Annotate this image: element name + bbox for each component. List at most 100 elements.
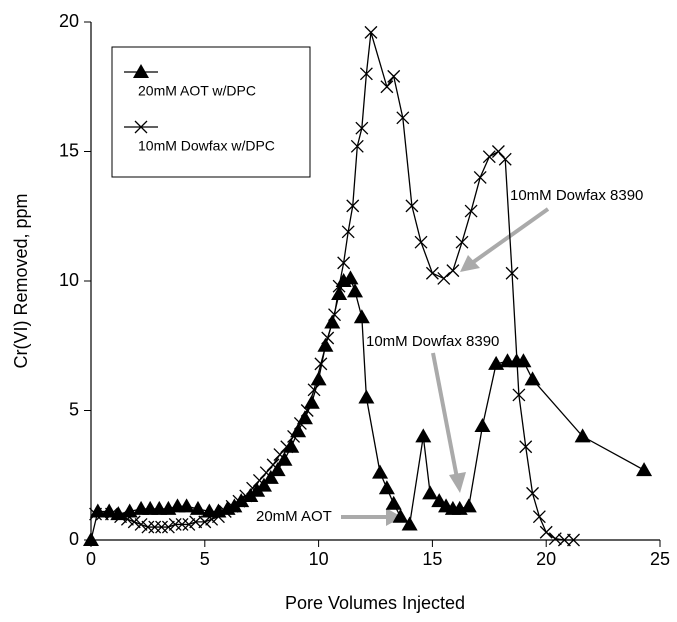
marker bbox=[218, 505, 232, 518]
x-tick-label: 10 bbox=[309, 549, 329, 569]
marker bbox=[464, 204, 478, 218]
marker bbox=[425, 266, 439, 280]
marker bbox=[341, 225, 355, 239]
marker bbox=[532, 510, 546, 524]
marker bbox=[293, 416, 307, 430]
marker bbox=[557, 533, 571, 547]
marker bbox=[83, 532, 99, 546]
x-tick-label: 20 bbox=[536, 549, 556, 569]
marker bbox=[321, 331, 335, 345]
marker bbox=[300, 404, 314, 417]
marker bbox=[636, 462, 653, 477]
marker bbox=[252, 473, 266, 487]
marker bbox=[328, 308, 341, 322]
marker bbox=[526, 486, 540, 500]
arrowhead bbox=[449, 472, 466, 493]
marker bbox=[342, 270, 359, 285]
marker bbox=[372, 464, 389, 479]
annotation: 10mM Dowfax 8390 bbox=[366, 333, 499, 350]
marker bbox=[455, 235, 469, 249]
marker bbox=[287, 429, 301, 443]
marker bbox=[232, 494, 246, 508]
annotation: 10mM Dowfax 8390 bbox=[510, 187, 643, 204]
marker bbox=[303, 394, 320, 409]
marker bbox=[280, 440, 294, 454]
marker bbox=[567, 533, 580, 547]
arrowhead bbox=[386, 508, 402, 526]
arrowhead bbox=[460, 255, 480, 272]
marker bbox=[378, 480, 395, 495]
marker bbox=[414, 235, 428, 249]
marker bbox=[474, 418, 491, 433]
legend-box bbox=[111, 46, 311, 178]
marker bbox=[346, 199, 360, 213]
marker bbox=[189, 500, 206, 515]
marker bbox=[415, 428, 432, 443]
marker bbox=[524, 371, 541, 386]
marker bbox=[574, 428, 591, 443]
marker bbox=[259, 466, 273, 480]
marker bbox=[491, 145, 505, 158]
marker bbox=[355, 121, 369, 135]
marker bbox=[401, 516, 418, 531]
marker bbox=[359, 67, 373, 81]
y-tick-label: 15 bbox=[59, 140, 79, 160]
marker bbox=[89, 507, 103, 521]
marker bbox=[539, 525, 553, 539]
marker bbox=[105, 507, 118, 521]
marker bbox=[396, 111, 410, 125]
marker bbox=[141, 520, 155, 534]
marker bbox=[198, 515, 212, 529]
marker bbox=[505, 266, 519, 280]
marker bbox=[331, 285, 348, 300]
marker bbox=[134, 518, 148, 531]
marker bbox=[353, 309, 370, 324]
marker bbox=[380, 80, 394, 94]
x-axis-label: Pore Volumes Injected bbox=[285, 593, 465, 613]
marker bbox=[155, 520, 169, 534]
marker bbox=[266, 458, 280, 472]
marker bbox=[310, 371, 327, 386]
legend-marker bbox=[134, 120, 148, 134]
marker bbox=[314, 357, 328, 371]
marker bbox=[332, 279, 346, 293]
marker bbox=[473, 170, 487, 184]
legend-label: 10mM Dowfax w/DPC bbox=[138, 138, 275, 154]
marker bbox=[161, 520, 175, 534]
marker bbox=[437, 271, 451, 285]
marker bbox=[182, 518, 196, 531]
marker bbox=[337, 256, 351, 270]
annotation: 20mM AOT bbox=[256, 508, 332, 525]
y-tick-label: 0 bbox=[69, 529, 79, 549]
marker bbox=[114, 510, 128, 524]
marker bbox=[392, 508, 409, 523]
marker bbox=[148, 520, 162, 534]
series-line bbox=[90, 277, 645, 541]
marker bbox=[246, 481, 260, 495]
marker bbox=[405, 199, 419, 213]
x-tick-label: 5 bbox=[200, 549, 210, 569]
marker bbox=[307, 383, 321, 397]
marker bbox=[482, 150, 496, 164]
marker bbox=[205, 512, 219, 526]
y-axis-label: Cr(VI) Removed, ppm bbox=[11, 193, 31, 368]
marker bbox=[95, 507, 109, 521]
legend-marker bbox=[133, 64, 149, 78]
y-tick-label: 10 bbox=[59, 270, 79, 290]
marker bbox=[385, 495, 402, 510]
marker bbox=[422, 485, 439, 500]
marker bbox=[189, 515, 203, 529]
marker bbox=[175, 518, 189, 531]
legend-label: 20mM AOT w/DPC bbox=[138, 83, 256, 99]
marker bbox=[178, 498, 195, 513]
marker bbox=[515, 353, 532, 368]
marker bbox=[519, 440, 533, 454]
marker bbox=[168, 518, 182, 531]
marker bbox=[296, 410, 313, 425]
marker bbox=[498, 152, 512, 166]
marker bbox=[127, 515, 141, 529]
arrow bbox=[431, 352, 459, 479]
x-tick-label: 0 bbox=[86, 549, 96, 569]
marker bbox=[290, 423, 307, 438]
